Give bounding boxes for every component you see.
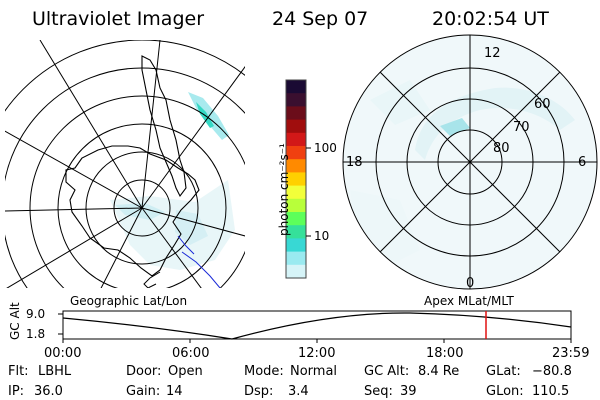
observation-time: 20:02:54 UT xyxy=(432,8,549,30)
info-filter-value: LBHL xyxy=(38,364,72,379)
info-glon-label: GLon: xyxy=(486,384,524,399)
timeline-x-tick: 06:00 xyxy=(172,346,210,361)
mlat-label-70: 70 xyxy=(513,120,530,135)
geo-lat-circle xyxy=(57,123,227,288)
info-ip-value: 36.0 xyxy=(34,384,63,399)
timeline-plot xyxy=(58,310,572,343)
colorbar-swatch xyxy=(286,106,306,121)
geo-lat-circle xyxy=(85,151,199,265)
emission-patches xyxy=(110,92,235,270)
geo-map-caption: Geographic Lat/Lon xyxy=(70,294,188,308)
info-ip-label: IP: xyxy=(8,384,25,399)
geo-lat-circle xyxy=(29,95,245,288)
mlat-label-80: 80 xyxy=(493,141,510,156)
mlat-label-60: 60 xyxy=(534,97,551,112)
info-gain-label: Gain: xyxy=(126,384,161,399)
info-seq-value: 39 xyxy=(400,384,417,399)
colorbar-swatch xyxy=(286,251,306,266)
colorbar-swatch xyxy=(286,80,306,94)
mlt-diagonal-line xyxy=(379,71,561,253)
info-mode-value: Normal xyxy=(290,364,338,379)
terminator-line xyxy=(177,235,195,255)
colorbar-swatch xyxy=(286,132,306,147)
timeline-y-tick: 9.0 xyxy=(26,307,46,321)
colorbar-tick-label: 100 xyxy=(314,141,337,155)
colorbar-swatch xyxy=(286,93,306,107)
geo-lat-circle xyxy=(113,179,171,237)
colorbar-gradient xyxy=(286,80,306,279)
geo-meridians xyxy=(5,40,245,288)
apex-map-caption: Apex MLat/MLT xyxy=(424,294,514,308)
timeline-x-tick: 12:00 xyxy=(298,346,336,361)
terminator-line xyxy=(181,251,221,288)
info-seq-label: Seq: xyxy=(364,384,393,399)
info-door-value: Open xyxy=(168,364,203,379)
colorbar-frame xyxy=(285,79,307,279)
info-glat-label: GLat: xyxy=(486,364,521,379)
altitude-curve xyxy=(62,312,572,340)
colorbar-swatch xyxy=(286,212,306,226)
colorbar-tick-label: 10 xyxy=(314,229,330,243)
info-glat-value: −80.8 xyxy=(532,364,572,379)
peninsula-coastline xyxy=(143,271,161,288)
info-dsp-value: 3.4 xyxy=(288,384,309,399)
timeline-ticks xyxy=(58,313,572,343)
apex-map xyxy=(342,34,598,290)
info-gcalt-value: 8.4 Re xyxy=(418,364,460,379)
mlt-label-12: 12 xyxy=(484,46,501,61)
timeline-frame xyxy=(62,310,572,340)
mlt-label-0: 0 xyxy=(466,276,475,291)
observation-date: 24 Sep 07 xyxy=(272,8,369,30)
timeline-x-tick: 00:00 xyxy=(44,346,82,361)
colorbar-swatch xyxy=(286,264,306,279)
colorbar-swatch xyxy=(286,159,306,173)
colorbar-swatch xyxy=(286,198,306,213)
antarctica-coastline xyxy=(65,145,200,277)
timeline-y-tick: 1.8 xyxy=(26,327,46,341)
timeline-x-tick: 18:00 xyxy=(426,346,464,361)
colorbar-swatch xyxy=(286,225,306,239)
south-america-coastline xyxy=(141,55,187,198)
info-glon-value: 110.5 xyxy=(532,384,570,399)
colorbar-swatch xyxy=(286,146,306,160)
info-door-label: Door: xyxy=(126,364,162,379)
colorbar-swatch xyxy=(286,119,306,134)
info-gain-value: 14 xyxy=(166,384,183,399)
geographic-map xyxy=(5,40,245,288)
info-gcalt-label: GC Alt: xyxy=(364,364,410,379)
info-dsp-label: Dsp: xyxy=(244,384,274,399)
instrument-title: Ultraviolet Imager xyxy=(32,8,205,30)
info-filter-label: Flt: xyxy=(8,364,29,379)
colorbar-unit-label: photon cm⁻²s⁻¹ xyxy=(277,143,291,236)
colorbar-swatch xyxy=(286,185,306,200)
timeline-y-axis-label: GC Alt xyxy=(8,302,22,340)
info-mode-label: Mode: xyxy=(244,364,284,379)
colorbar xyxy=(285,79,311,279)
colorbar-swatch xyxy=(286,172,306,187)
colorbar-swatch xyxy=(286,238,306,253)
mlt-label-18: 18 xyxy=(346,155,363,170)
mlt-label-6: 6 xyxy=(578,155,587,170)
timeline-x-tick: 23:59 xyxy=(552,346,590,361)
